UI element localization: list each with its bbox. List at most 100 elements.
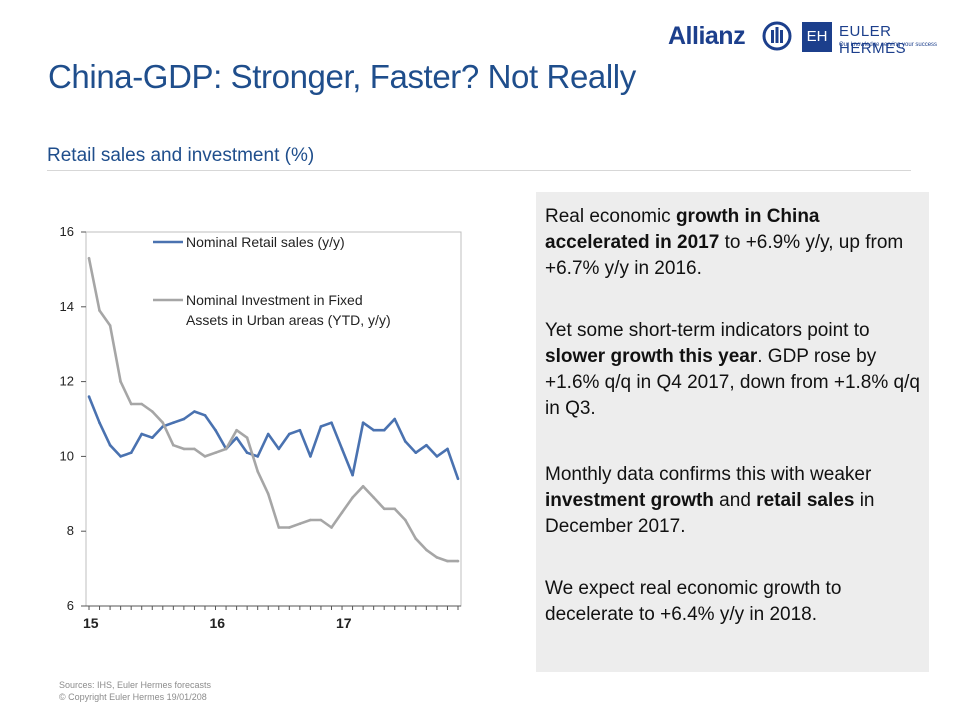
data-point <box>330 421 333 424</box>
data-point <box>361 421 365 424</box>
legend-label-retail-sales: Nominal Retail sales (y/y) <box>186 234 345 250</box>
data-point <box>182 447 186 451</box>
data-point <box>129 402 133 406</box>
data-point <box>203 455 207 458</box>
data-point <box>425 443 428 447</box>
commentary-paragraph-4: We expect real economic growth to decele… <box>545 576 925 628</box>
data-point <box>193 447 196 451</box>
legend-label-fixed-investment: Assets in Urban areas (YTD, y/y) <box>186 312 391 328</box>
data-point <box>245 436 249 439</box>
commentary-2-highlight: slower growth this year <box>545 346 758 367</box>
data-point <box>298 522 302 525</box>
data-point <box>446 559 449 563</box>
data-point <box>140 432 143 436</box>
commentary-paragraph-3: Monthly data confirms this with weaker i… <box>545 462 925 540</box>
data-point <box>414 537 418 540</box>
data-point <box>119 380 122 383</box>
data-point <box>161 421 165 424</box>
data-point <box>193 410 196 413</box>
data-point <box>446 447 449 451</box>
copyright-note: © Copyright Euler Hermes 19/01/208 <box>59 692 207 702</box>
data-point <box>382 507 386 511</box>
commentary-3-text-a: Monthly data confirms this with weaker <box>545 464 872 485</box>
euler-hermes-name: EULER HERMES <box>839 23 907 57</box>
data-point <box>140 402 143 406</box>
commentary-1-text-b: to +6.9% y/y, up from +6.7% y/y in 2016. <box>545 232 904 279</box>
y-tick-label: 12 <box>60 374 74 389</box>
data-point <box>129 451 133 454</box>
data-point <box>214 428 217 432</box>
data-point <box>456 559 460 563</box>
data-point <box>203 414 207 417</box>
data-point <box>108 443 112 447</box>
data-point <box>235 428 238 432</box>
data-point <box>256 470 259 473</box>
data-point <box>151 436 154 439</box>
data-point <box>404 440 407 443</box>
data-point <box>456 477 460 481</box>
data-point <box>119 455 122 458</box>
commentary-3-highlight-retail: retail sales <box>756 490 855 511</box>
x-tick-label: 16 <box>210 615 226 631</box>
euler-hermes-tagline: Our knowledge serving your success <box>839 42 938 48</box>
data-point <box>288 432 291 436</box>
commentary-4-text: We expect real economic growth to decele… <box>545 578 842 625</box>
footer-notes: Sources: IHS, Euler Hermes forecasts © C… <box>59 679 211 703</box>
commentary-2-text-a: Yet some short-term indicators point to <box>545 320 870 341</box>
data-point <box>309 518 312 522</box>
data-point <box>277 447 281 451</box>
commentary-paragraph-2: Yet some short-term indicators point to … <box>545 318 925 422</box>
y-tick-label: 16 <box>60 224 74 239</box>
data-point <box>309 455 312 458</box>
allianz-logo-text: Allianz <box>668 22 746 50</box>
data-point <box>425 548 428 552</box>
data-point <box>151 410 154 413</box>
legend-label-fixed-investment: Nominal Investment in Fixed <box>186 292 363 308</box>
data-point <box>277 526 281 529</box>
data-point <box>266 432 270 436</box>
data-point <box>266 492 270 496</box>
sources-note: Sources: IHS, Euler Hermes forecasts <box>59 680 212 690</box>
data-point <box>351 473 354 477</box>
data-point <box>245 451 249 454</box>
data-point <box>361 485 365 488</box>
x-tick-label: 15 <box>83 615 99 631</box>
data-point <box>404 518 407 522</box>
commentary-3-text-b: and <box>713 490 757 511</box>
retail-investment-line-chart: 6 8 10 12 14 16 15 16 17 Nominal Retail sales (y/… <box>60 224 462 631</box>
allianz-eagle-icon <box>762 21 792 51</box>
data-point <box>98 309 101 312</box>
data-point <box>393 417 397 421</box>
series-line-retail-sales <box>87 396 460 480</box>
data-point <box>172 421 175 424</box>
data-point <box>340 511 344 514</box>
data-point <box>330 526 333 529</box>
subtitle-divider <box>47 170 911 171</box>
commentary-paragraph-1: Real economic growth in China accelerate… <box>545 204 925 282</box>
series-line-fixed-investment <box>87 257 458 563</box>
plot-frame <box>85 231 462 607</box>
page-title: China-GDP: Stronger, Faster? Not Really <box>48 58 636 95</box>
data-point <box>298 428 302 432</box>
data-point <box>319 518 323 522</box>
data-point <box>87 256 91 260</box>
data-point <box>414 451 418 454</box>
data-point <box>351 496 354 499</box>
data-point <box>172 443 175 447</box>
data-point <box>214 451 217 454</box>
y-tick-label: 14 <box>60 299 74 314</box>
commentary-panel: Real economic growth in China accelerate… <box>536 192 929 672</box>
data-point <box>256 455 259 458</box>
data-point <box>393 507 397 511</box>
data-point <box>435 556 439 559</box>
data-point <box>319 425 323 428</box>
commentary-3-text-c: in December 2017. <box>545 490 875 537</box>
chart-subtitle: Retail sales and investment (%) <box>47 145 315 166</box>
y-tick-label: 6 <box>67 598 74 613</box>
commentary-1-text-a: Real economic <box>545 206 676 227</box>
brand-logos: Allianz EH EULER HERMES Our knowledge se… <box>668 18 943 58</box>
x-tick-label: 17 <box>336 615 352 631</box>
data-point <box>435 455 439 458</box>
commentary-2-text-b: . GDP rose by +1.6% q/q in Q4 2017, down… <box>545 346 920 419</box>
y-tick-label: 10 <box>60 448 74 463</box>
